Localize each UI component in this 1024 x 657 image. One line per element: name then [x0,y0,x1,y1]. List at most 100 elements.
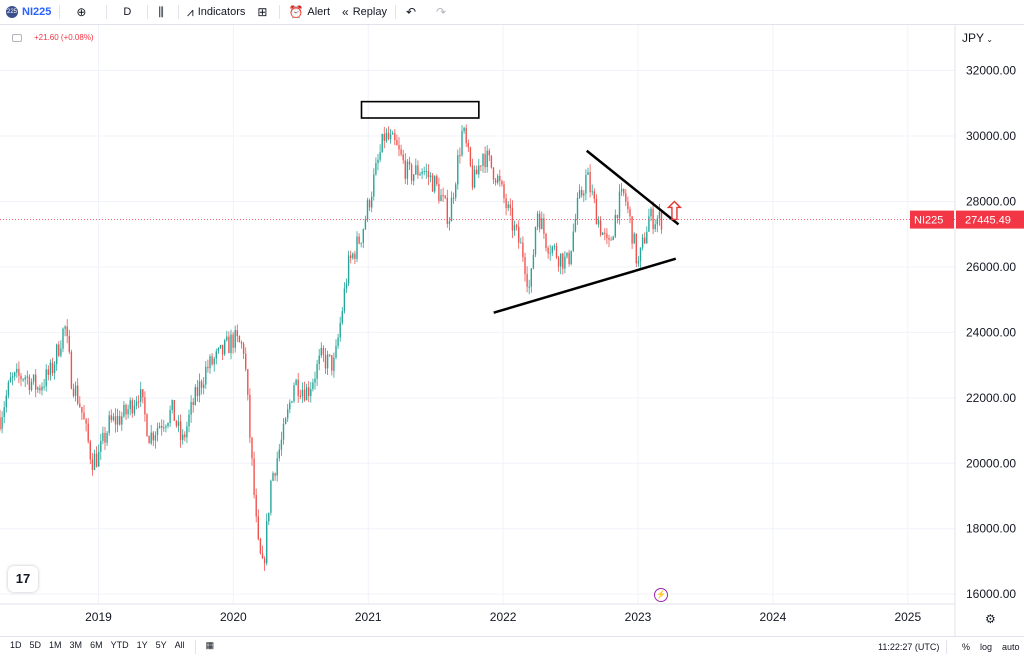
candle-body [93,453,96,470]
candle-body [213,358,215,365]
clock[interactable]: 11:22:27 (UTC) [878,642,940,652]
candle-body [14,372,16,377]
candle-body [396,140,398,146]
candle-body [303,389,306,401]
legend-toggle-icon[interactable] [12,33,22,42]
candle-body [245,353,247,370]
resistance-rectangle [360,100,480,119]
candle-body [488,150,490,156]
candle-body [476,169,478,175]
divider [177,5,179,19]
redo-button[interactable]: ↷ [428,0,458,24]
candle-body [263,558,266,564]
range-button[interactable]: 1M [49,640,62,650]
candle-body [339,322,341,338]
candle-body [45,369,47,387]
candle-body [448,221,451,224]
candle-body [158,425,161,429]
candle-body [232,334,234,348]
candle-body [593,191,595,199]
candle-body [473,169,476,188]
range-button[interactable]: YTD [110,640,129,650]
candle-body [415,165,417,175]
candle-body [295,379,297,386]
currency-label[interactable]: JPY ⌄ [962,31,993,45]
bolt-icon[interactable]: ⚡ [654,588,668,602]
candle-body [610,239,612,241]
candle-body [398,145,400,150]
legend-change-value: +21.60 (+0.08%) [34,33,94,42]
symbol-search[interactable]: 225 NI225 [0,0,57,24]
percent-toggle[interactable]: % [962,642,971,652]
range-button[interactable]: All [174,640,185,650]
candle-body [148,436,150,444]
candle-body [352,253,354,259]
bottom-toolbar: 1D 5D 1M 3M 6M YTD 1Y 5Y All ▦ 11:22:27 … [0,636,1024,657]
log-toggle[interactable]: log [980,642,993,652]
y-tick-label: 24000.00 [966,325,1016,339]
candle-body [190,402,192,415]
range-button[interactable]: 5Y [155,640,167,650]
candle-body [60,348,62,356]
candle-body [74,385,77,396]
candle-body [270,480,272,513]
candle-body [486,150,488,168]
divider [106,5,108,19]
auto-toggle[interactable]: auto [1002,642,1020,652]
candle-body [394,133,396,141]
drawing-annotations[interactable] [360,100,683,314]
calendar-icon[interactable]: ▦ [205,640,215,650]
candle-body [654,224,656,230]
candle-body [597,220,600,225]
candle-body [379,152,381,160]
candle-body [72,388,75,396]
candle-body [429,175,432,178]
range-button[interactable]: 3M [69,640,83,650]
candle-body [389,134,392,139]
candle-body [557,257,560,267]
replay-button[interactable]: « Replay [336,0,393,24]
range-button[interactable]: 5D [29,640,42,650]
candle-body [436,176,438,184]
candle-body [77,385,79,404]
interval-button[interactable]: D [109,0,145,24]
candle-body [274,473,276,476]
chart-type-button[interactable]: ⫼ [150,0,176,24]
time-axis[interactable]: 2019 2020 2021 2022 2023 2024 2025 [85,610,921,624]
price-axis[interactable]: 32000.00 30000.00 28000.00 26000.00 24000.00… [966,64,1016,602]
tradingview-logo[interactable]: 17 [8,566,38,592]
candle-body [238,336,241,343]
indicators-button[interactable]: ⩘ Indicators [181,0,251,24]
candle-body [360,242,362,244]
candle-body [11,376,14,378]
candle-body [219,344,222,349]
candle-body [564,256,566,269]
compare-button[interactable]: ⊕ [62,0,104,24]
candle-body [125,404,127,415]
candle-body [217,348,220,352]
alert-button[interactable]: ⏰ Alert [282,0,336,24]
range-button[interactable]: 1Y [136,640,148,650]
candle-body [56,344,58,365]
layouts-button[interactable]: ⊞ [251,0,277,24]
candle-body [345,283,348,289]
candle-body [1,417,3,429]
candle-body [616,215,619,218]
settings-gear-icon[interactable]: ⚙ [985,612,996,626]
candle-body [175,420,178,426]
candle-body [251,437,253,459]
last-price-value: 27445.49 [965,215,1011,227]
range-button[interactable]: 1D [10,640,22,650]
undo-button[interactable]: ↶ [398,0,428,24]
candle-body [140,389,142,402]
candle-body [7,382,10,396]
candle-body [100,440,102,452]
candle-body [350,255,352,259]
candle-body [484,154,486,168]
range-button[interactable]: 6M [90,640,103,650]
candle-body [505,198,507,209]
candle-body [119,415,121,425]
candle-body [106,432,108,443]
candle-body [539,213,541,230]
